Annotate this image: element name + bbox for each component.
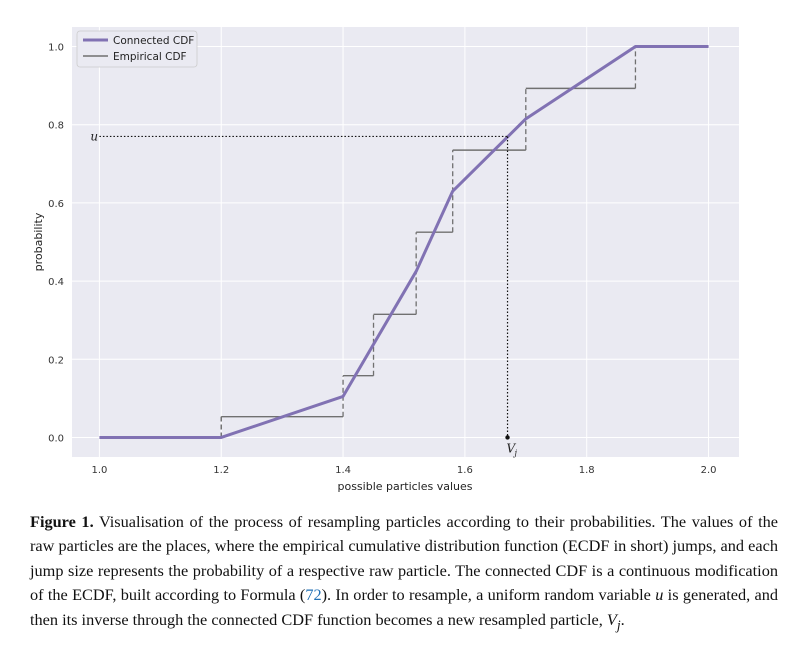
y-tick-label: 0.8	[48, 121, 64, 132]
cdf-chart: u V j 1.0 1.2 1.4 1.6 1.8 2.0 0.0 0.2 0.4 0.6 0.8 1.…	[32, 27, 739, 493]
x-axis-label: possible particles values	[337, 480, 472, 493]
caption-text-4: .	[620, 609, 625, 629]
caption-text-3: is generated, and then its inverse throu…	[30, 585, 779, 629]
caption-text-1: Visualisation of the process of resampli…	[30, 512, 778, 605]
y-tick-label: 0.6	[48, 199, 64, 210]
x-tick-label: 1.2	[213, 465, 229, 476]
formula-reference-link[interactable]: 72	[305, 585, 322, 605]
legend-label-connected-cdf: Connected CDF	[113, 35, 194, 47]
caption-v-subscript: j	[616, 616, 621, 632]
x-tick-label: 1.6	[457, 465, 473, 476]
x-tick-labels: 1.0 1.2 1.4 1.6 1.8 2.0	[91, 465, 716, 476]
plot-background	[72, 27, 739, 457]
caption-u-symbol: u	[655, 585, 664, 605]
y-tick-label: 0.2	[48, 355, 64, 366]
annotation-layer: u V j	[90, 129, 517, 457]
v-label-subscript: j	[513, 448, 518, 457]
caption-text-2: ). In order to resample, a uniform rando…	[321, 585, 656, 605]
connected-cdf-layer	[99, 45, 709, 439]
y-tick-label: 1.0	[48, 43, 64, 54]
connected-cdf-line	[99, 45, 709, 439]
caption-label: Figure 1.	[30, 512, 94, 531]
caption-v-symbol: V	[606, 609, 617, 629]
x-tick-label: 1.4	[335, 465, 351, 476]
y-axis-label: probability	[32, 212, 45, 271]
v-label: V	[507, 441, 517, 455]
y-tick-labels: 0.0 0.2 0.4 0.6 0.8 1.0	[48, 43, 64, 445]
y-tick-label: 0.0	[48, 433, 64, 444]
legend-label-empirical-cdf: Empirical CDF	[113, 51, 187, 63]
u-label: u	[90, 129, 98, 143]
x-tick-label: 1.0	[91, 465, 107, 476]
v-point-marker	[505, 435, 510, 440]
y-tick-label: 0.4	[48, 277, 64, 288]
legend: Connected CDF Empirical CDF	[76, 30, 198, 68]
figure-caption: Figure 1. Visualisation of the process o…	[30, 510, 778, 637]
x-tick-label: 2.0	[701, 465, 717, 476]
x-tick-label: 1.8	[579, 465, 595, 476]
